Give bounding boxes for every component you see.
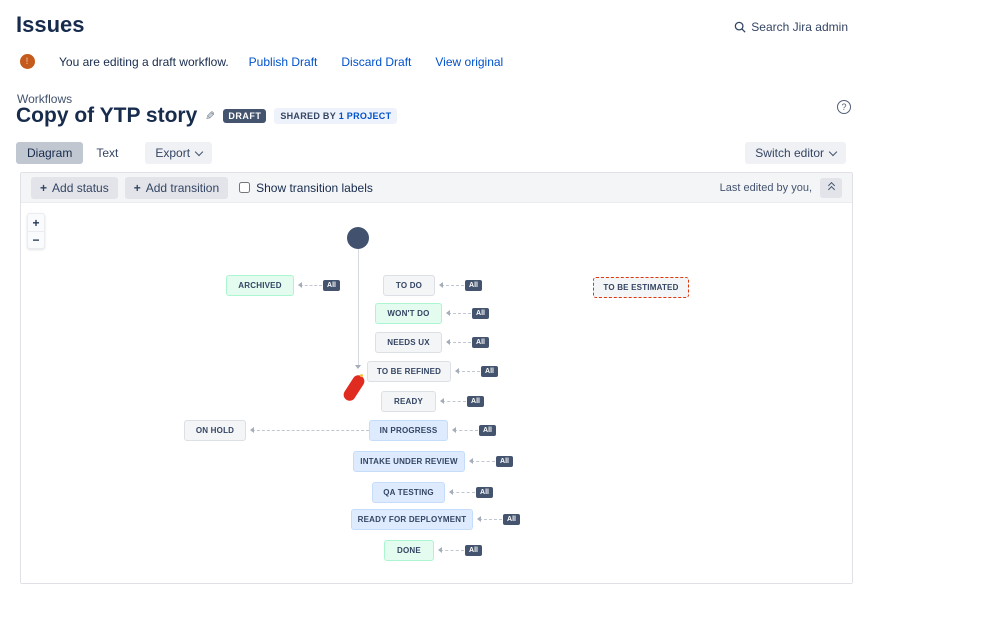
transition-badge-all[interactable]: All: [465, 280, 482, 291]
collapse-toolbar-button[interactable]: [820, 177, 842, 198]
chevron-down-icon: [828, 147, 838, 156]
transition-line: [441, 285, 464, 286]
zoom-in-button[interactable]: +: [32, 215, 40, 230]
transition-badge-all[interactable]: All: [479, 425, 496, 436]
transition-arrowhead: [247, 427, 254, 433]
transition-badge-all[interactable]: All: [465, 545, 482, 556]
transition-badge-all[interactable]: All: [467, 396, 484, 407]
export-label: Export: [155, 146, 191, 160]
transition-arrowhead: [446, 489, 453, 495]
help-icon[interactable]: ?: [837, 100, 851, 114]
transition-line: [442, 401, 466, 402]
double-chevron-up-icon: [827, 185, 835, 194]
shared-by-label: SHARED BY: [280, 111, 336, 121]
workflow-title: Copy of YTP story: [16, 104, 198, 127]
admin-search-label: Search Jira admin: [751, 20, 848, 34]
last-edited-text: Last edited by you,: [719, 181, 812, 194]
transition-arrowhead: [466, 458, 473, 464]
transition-badge-all[interactable]: All: [481, 366, 498, 377]
search-icon: [735, 21, 746, 33]
plus-icon: +: [40, 180, 48, 195]
transition-badge-all[interactable]: All: [472, 337, 489, 348]
status-node-to-be-refined[interactable]: TO BE REFINED: [367, 361, 451, 382]
transition-arrowhead: [443, 339, 450, 345]
warning-icon: [20, 54, 35, 69]
transition-arrowhead: [443, 310, 450, 316]
transition-line: [448, 313, 471, 314]
transition-arrowhead: [436, 282, 443, 288]
status-node-done[interactable]: DONE: [384, 540, 434, 561]
status-node-needs-ux[interactable]: NEEDS UX: [375, 332, 442, 353]
initial-transition-arrowhead: [355, 365, 361, 372]
admin-search[interactable]: Search Jira admin: [734, 20, 848, 34]
draft-banner: You are editing a draft workflow. Publis…: [20, 54, 527, 69]
transition-line-on-hold: [252, 430, 369, 431]
page-title: Issues: [16, 12, 85, 37]
transition-badge-all[interactable]: All: [476, 487, 493, 498]
transition-arrowhead: [435, 547, 442, 553]
status-node-qa-testing[interactable]: QA TESTING: [372, 482, 445, 503]
status-node-to-do[interactable]: TO DO: [383, 275, 435, 296]
publish-draft-link[interactable]: Publish Draft: [248, 54, 318, 69]
draft-status-badge: DRAFT: [223, 109, 267, 123]
view-tabs: Diagram Text Export Switch editor: [16, 142, 853, 164]
workflow-canvas[interactable]: + − ARCHIVED All TO DO All WON'T DO All NEEDS …: [21, 203, 852, 583]
zoom-out-button[interactable]: −: [28, 231, 44, 248]
switch-editor-label: Switch editor: [755, 146, 824, 160]
initial-transition-line: [358, 249, 359, 365]
add-transition-label: Add transition: [145, 180, 220, 195]
status-node-on-hold[interactable]: ON HOLD: [184, 420, 246, 441]
shared-project-link[interactable]: 1 PROJECT: [338, 111, 392, 121]
export-button[interactable]: Export: [145, 142, 213, 164]
status-node-ready-for-deployment[interactable]: READY FOR DEPLOYMENT: [351, 509, 473, 530]
status-node-intake-under-review[interactable]: INTAKE UNDER REVIEW: [353, 451, 465, 472]
workflow-editor-panel: + Add status + Add transition Show trans…: [20, 172, 853, 584]
show-transition-labels-label: Show transition labels: [256, 180, 373, 195]
edit-pencil-icon[interactable]: ✎: [205, 109, 216, 123]
draft-banner-message: You are editing a draft workflow.: [59, 54, 229, 69]
zoom-controls: + −: [27, 213, 45, 249]
start-node[interactable]: [347, 227, 369, 249]
show-transition-labels-control: Show transition labels: [239, 181, 373, 195]
status-node-to-be-estimated[interactable]: TO BE ESTIMATED: [593, 277, 689, 298]
add-status-button[interactable]: + Add status: [31, 176, 118, 199]
transition-line: [479, 519, 502, 520]
show-transition-labels-checkbox[interactable]: [239, 182, 251, 193]
tab-text[interactable]: Text: [96, 146, 119, 160]
transition-arrowhead: [452, 368, 459, 374]
shared-by-pill: SHARED BY 1 PROJECT: [274, 108, 398, 124]
plus-icon: +: [133, 180, 141, 195]
transition-badge-all[interactable]: All: [496, 456, 513, 467]
transition-arrowhead: [474, 516, 481, 522]
status-node-archived[interactable]: ARCHIVED: [226, 275, 294, 296]
switch-editor-button[interactable]: Switch editor: [745, 142, 846, 164]
view-original-link[interactable]: View original: [435, 54, 504, 69]
chevron-down-icon: [194, 147, 204, 156]
discard-draft-link[interactable]: Discard Draft: [341, 54, 412, 69]
transition-line: [471, 461, 495, 462]
transition-arrowhead: [449, 427, 456, 433]
status-node-ready[interactable]: READY: [381, 391, 436, 412]
transition-arrowhead: [437, 398, 444, 404]
add-status-label: Add status: [52, 180, 109, 195]
transition-line: [451, 492, 475, 493]
transition-line: [457, 371, 480, 372]
diagram-toolbar: + Add status + Add transition Show trans…: [21, 173, 852, 203]
transition-line: [454, 430, 478, 431]
transition-line: [300, 285, 322, 286]
transition-line: [440, 550, 464, 551]
status-node-in-progress[interactable]: IN PROGRESS: [369, 420, 448, 441]
transition-arrowhead: [295, 282, 302, 288]
red-cursor-annotation: [341, 372, 367, 404]
transition-badge-all[interactable]: All: [323, 280, 340, 291]
transition-line: [448, 342, 471, 343]
add-transition-button[interactable]: + Add transition: [124, 176, 229, 199]
workflow-title-row: Copy of YTP story ✎ DRAFT SHARED BY 1 PR…: [16, 104, 398, 128]
transition-badge-all[interactable]: All: [472, 308, 489, 319]
transition-badge-all[interactable]: All: [503, 514, 520, 525]
status-node-wont-do[interactable]: WON'T DO: [375, 303, 442, 324]
tab-diagram[interactable]: Diagram: [16, 142, 84, 164]
breadcrumb-workflows[interactable]: Workflows: [17, 92, 73, 106]
